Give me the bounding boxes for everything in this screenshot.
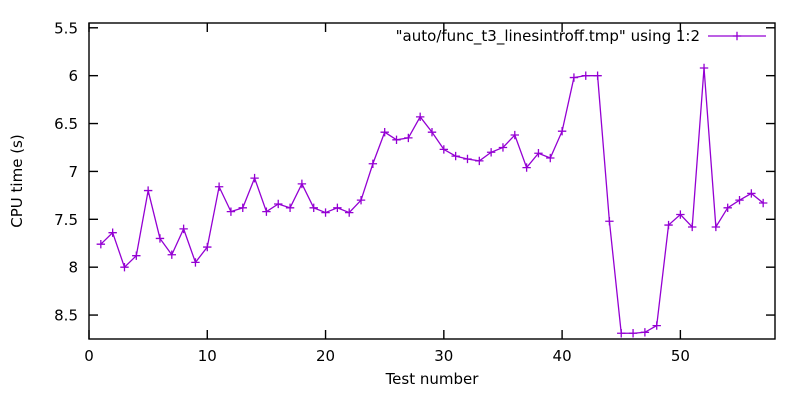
- data-point-marker: [534, 149, 543, 158]
- data-point-marker: [333, 203, 342, 213]
- data-point-marker: [475, 156, 484, 166]
- data-point-marker: [214, 182, 224, 191]
- data-point-marker: [723, 203, 732, 213]
- data-point-marker: [274, 199, 283, 209]
- data-point-marker: [758, 198, 768, 208]
- y-axis-title: CPU time (s): [8, 134, 26, 227]
- data-point-marker: [699, 63, 709, 73]
- data-point-marker: [120, 262, 129, 272]
- data-point-marker: [404, 133, 413, 143]
- data-point-marker: [427, 127, 437, 137]
- plot-frame: [88, 22, 776, 340]
- data-point-marker: [463, 154, 472, 164]
- data-point-marker: [451, 151, 460, 161]
- data-point-marker: [688, 222, 697, 232]
- data-point-marker: [345, 208, 354, 217]
- data-point-marker: [321, 208, 330, 217]
- legend-line-sample: [708, 31, 766, 41]
- y-tick-label: 6.5: [54, 115, 78, 133]
- y-axis-ticks: 8.5 8 7.5 7 6.5 6 5.5: [54, 19, 775, 325]
- data-point-marker: [640, 328, 650, 337]
- data-point-marker: [510, 130, 519, 140]
- data-point-marker: [143, 186, 153, 195]
- x-tick-label: 30: [434, 347, 453, 365]
- x-tick-label: 0: [84, 347, 94, 365]
- data-point-marker: [557, 127, 567, 136]
- data-point-marker: [522, 163, 531, 172]
- data-point-marker: [226, 207, 236, 216]
- data-point-marker: [628, 329, 638, 338]
- data-point-marker: [380, 127, 389, 137]
- data-point-marker: [415, 112, 425, 122]
- y-tick-label: 5.5: [54, 19, 78, 37]
- data-point-marker: [96, 240, 106, 249]
- data-point-marker: [498, 143, 508, 152]
- data-point-marker: [735, 195, 744, 205]
- data-point-marker: [392, 135, 401, 145]
- data-point-marker: [297, 179, 307, 189]
- data-point-marker: [262, 207, 271, 216]
- y-tick-label: 7: [68, 163, 78, 181]
- data-point-marker: [167, 250, 176, 259]
- data-point-marker: [486, 148, 496, 157]
- data-point-marker: [309, 203, 318, 213]
- data-point-marker: [155, 234, 165, 243]
- data-point-marker: [132, 251, 141, 260]
- data-series-line: [96, 63, 768, 338]
- data-point-marker: [250, 173, 259, 183]
- x-axis-title: Test number: [385, 370, 480, 388]
- data-point-marker: [368, 159, 378, 168]
- x-tick-label: 20: [316, 347, 335, 365]
- data-point-marker: [285, 203, 295, 213]
- data-point-marker: [747, 189, 756, 198]
- legend-entry-label: "auto/func_t3_linesintroff.tmp" using 1:…: [396, 27, 700, 46]
- data-point-marker: [711, 222, 721, 232]
- data-point-marker: [569, 73, 579, 82]
- data-point-marker: [238, 203, 247, 213]
- x-tick-label: 10: [198, 347, 217, 365]
- data-point-marker: [356, 195, 366, 205]
- x-axis-ticks: 0 10 20 30 40 50: [84, 23, 690, 365]
- data-point-marker: [605, 217, 614, 226]
- data-point-marker: [191, 258, 200, 267]
- data-point-marker: [581, 71, 590, 80]
- y-tick-label: 7.5: [54, 211, 78, 229]
- y-tick-label: 6: [68, 67, 78, 85]
- x-tick-label: 50: [671, 347, 690, 365]
- data-point-marker: [593, 71, 602, 80]
- data-point-marker: [546, 153, 555, 163]
- data-point-marker: [439, 145, 449, 154]
- y-tick-label: 8.5: [54, 307, 78, 325]
- data-point-marker: [179, 224, 188, 234]
- data-point-marker: [676, 210, 685, 219]
- data-point-marker: [108, 228, 117, 237]
- x-tick-label: 40: [553, 347, 572, 365]
- y-tick-label: 8: [68, 259, 78, 277]
- data-point-marker: [617, 329, 626, 338]
- data-point-marker: [664, 220, 673, 230]
- data-point-marker: [652, 321, 661, 330]
- data-point-marker: [203, 242, 212, 252]
